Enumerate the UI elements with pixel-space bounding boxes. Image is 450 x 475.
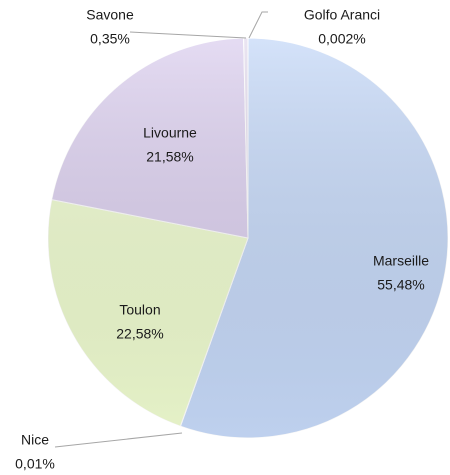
slice-value-label: 22,58% (116, 326, 163, 342)
slice-name: Livourne (143, 125, 197, 141)
slice-value-label: 21,58% (146, 149, 193, 165)
leader-line (54, 432, 183, 448)
slice-name: Marseille (373, 253, 429, 269)
leader-line (248, 11, 268, 39)
slice-name: Savone (86, 7, 134, 23)
slice-name: Nice (21, 432, 49, 448)
slice-value-label: 55,48% (377, 277, 424, 293)
leader-line (129, 31, 247, 39)
slice-name: Golfo Aranci (304, 7, 380, 23)
pie (47, 37, 449, 439)
labels: Golfo Aranci 0,002% Marseille 55,48% Nice 0,0… (15, 7, 429, 472)
slice-value-label: 0,002% (318, 31, 365, 47)
slice-value-label: 0,35% (90, 31, 130, 47)
slice-value-label: 0,01% (15, 456, 55, 472)
slice-name: Toulon (119, 302, 160, 318)
